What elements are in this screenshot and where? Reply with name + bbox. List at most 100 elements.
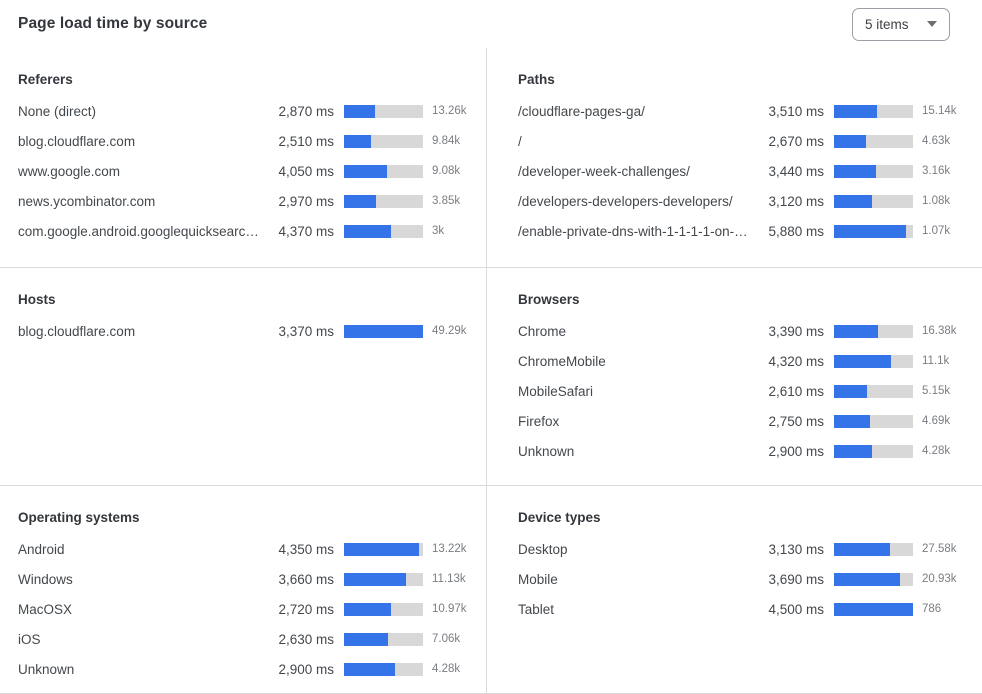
metric-row[interactable]: iOS 2,630 ms 7.06k	[18, 624, 478, 654]
metric-row[interactable]: Desktop 3,130 ms 27.58k	[518, 534, 968, 564]
panels-grid: Referers None (direct) 2,870 ms 13.26k blog.…	[0, 48, 982, 694]
metric-bar-fill	[834, 164, 876, 178]
metric-load-time: 3,390 ms	[768, 323, 824, 339]
metric-label: MobileSafari	[518, 383, 594, 399]
metric-bar-fill	[834, 542, 891, 556]
metric-label: Unknown	[18, 661, 75, 677]
metric-bar-fill	[344, 134, 371, 148]
metric-row[interactable]: /cloudflare-pages-ga/3,510 ms 15.14k	[518, 96, 968, 126]
metric-load-time: 2,750 ms	[768, 413, 824, 429]
panel-browsers: Browsers Chrome 3,390 ms 16.38k ChromeMobile…	[486, 267, 982, 485]
metric-visit-count: 27.58k	[922, 543, 957, 555]
metric-visit-count: 7.06k	[432, 633, 461, 645]
metric-row[interactable]: /developers-developers-developers/3,120 …	[518, 186, 968, 216]
metric-bar-track	[834, 194, 913, 208]
metric-row[interactable]: Windows 3,660 ms 11.13k	[18, 564, 478, 594]
metric-label: Mobile	[518, 571, 558, 587]
metric-label: MacOSX	[18, 601, 73, 617]
metric-bar-track	[344, 194, 423, 208]
metric-bar-track	[344, 324, 423, 338]
metric-bar-fill	[834, 444, 872, 458]
metric-label: /cloudflare-pages-ga/	[518, 103, 645, 119]
metric-row[interactable]: Tablet 4,500 ms 786	[518, 594, 968, 624]
metric-label: ChromeMobile	[518, 353, 606, 369]
metric-row[interactable]: com.google.android.googlequicksearc… 4,37…	[18, 216, 478, 246]
metric-row[interactable]: / 2,670 ms 4.63k	[518, 126, 968, 156]
metric-label: news.ycombinator.com	[18, 193, 156, 209]
metric-row[interactable]: ChromeMobile 4,320 ms 11.1k	[518, 346, 968, 376]
metric-label: Unknown	[518, 443, 575, 459]
metric-visit-count: 10.97k	[432, 603, 467, 615]
chevron-down-icon	[927, 21, 937, 27]
panel-hosts: Hosts blog.cloudflare.com 3,370 ms 49.29k	[0, 267, 486, 485]
metric-label: Windows	[18, 571, 73, 587]
metric-row[interactable]: None (direct) 2,870 ms 13.26k	[18, 96, 478, 126]
metric-bar-fill	[834, 414, 870, 428]
metric-label: /	[518, 133, 522, 149]
metric-visit-count: 49.29k	[432, 325, 467, 337]
metric-bar-track	[834, 572, 913, 586]
metric-bar-track	[834, 224, 913, 238]
metric-row[interactable]: Unknown 2,900 ms 4.28k	[518, 436, 968, 466]
metric-bar-track	[344, 542, 423, 556]
metric-row[interactable]: Chrome 3,390 ms 16.38k	[518, 316, 968, 346]
metric-label: /developers-developers-developers/	[518, 193, 733, 209]
metric-label: /developer-week-challenges/	[518, 163, 690, 179]
panel-operating-systems: Operating systems Android 4,350 ms 13.22k Wi…	[0, 485, 486, 693]
metric-row[interactable]: www.google.com 4,050 ms 9.08k	[18, 156, 478, 186]
metric-label: Android	[18, 541, 65, 557]
panel-title: Paths	[518, 72, 555, 87]
metric-label: Desktop	[518, 541, 568, 557]
metric-row[interactable]: blog.cloudflare.com 3,370 ms 49.29k	[18, 316, 478, 346]
metric-load-time: 2,900 ms	[278, 661, 334, 677]
metric-bar-fill	[344, 224, 392, 238]
metric-visit-count: 13.26k	[432, 105, 467, 117]
metric-bar-track	[344, 662, 423, 676]
metric-bar-fill	[834, 384, 868, 398]
metric-bar-track	[834, 602, 913, 616]
metric-label: blog.cloudflare.com	[18, 323, 136, 339]
metric-bar-track	[344, 224, 423, 238]
metric-row[interactable]: /enable-private-dns-with-1-1-1-1-on-… 5,8…	[518, 216, 968, 246]
metric-row[interactable]: news.ycombinator.com 2,970 ms 3.85k	[18, 186, 478, 216]
metric-label: iOS	[18, 631, 41, 647]
metric-load-time: 2,900 ms	[768, 443, 824, 459]
metric-row[interactable]: Unknown 2,900 ms 4.28k	[18, 654, 478, 684]
metric-row[interactable]: blog.cloudflare.com 2,510 ms 9.84k	[18, 126, 478, 156]
metric-bar-track	[834, 104, 913, 118]
metric-bar-track	[834, 354, 913, 368]
metric-visit-count: 11.1k	[922, 355, 950, 367]
metric-load-time: 2,870 ms	[278, 103, 334, 119]
metric-visit-count: 4.69k	[922, 415, 951, 427]
panel-paths: Paths/cloudflare-pages-ga/3,510 ms 15.14k…	[486, 48, 982, 267]
metric-row[interactable]: /developer-week-challenges/3,440 ms 3.16k	[518, 156, 968, 186]
metric-load-time: 4,050 ms	[278, 163, 334, 179]
metric-label: www.google.com	[18, 163, 121, 179]
metric-row[interactable]: Firefox 2,750 ms 4.69k	[518, 406, 968, 436]
metric-load-time: 3,440 ms	[768, 163, 824, 179]
panel-title: Referers	[18, 72, 73, 87]
metric-row[interactable]: MobileSafari 2,610 ms 5.15k	[518, 376, 968, 406]
metric-bar-fill	[834, 194, 872, 208]
metric-visit-count: 13.22k	[432, 543, 467, 555]
metric-load-time: 5,880 ms	[768, 223, 824, 239]
panel-title: Device types	[518, 510, 601, 525]
metric-bar-fill	[834, 354, 891, 368]
panel-title: Browsers	[518, 292, 580, 307]
panel-title: Operating systems	[18, 510, 140, 525]
metric-load-time: 3,130 ms	[768, 541, 824, 557]
metric-bar-track	[834, 414, 913, 428]
metric-bar-fill	[344, 632, 389, 646]
metric-row[interactable]: Android 4,350 ms 13.22k	[18, 534, 478, 564]
metric-visit-count: 4.63k	[922, 135, 951, 147]
metric-load-time: 3,370 ms	[278, 323, 334, 339]
metric-visit-count: 786	[922, 603, 942, 615]
metric-visit-count: 9.84k	[432, 135, 461, 147]
metric-row[interactable]: MacOSX 2,720 ms 10.97k	[18, 594, 478, 624]
metric-load-time: 3,690 ms	[768, 571, 824, 587]
metric-bar-fill	[344, 164, 388, 178]
metric-row[interactable]: Mobile 3,690 ms 20.93k	[518, 564, 968, 594]
metric-load-time: 4,350 ms	[278, 541, 334, 557]
items-count-dropdown[interactable]: 5 items	[852, 7, 950, 41]
metric-bar-fill	[834, 572, 901, 586]
